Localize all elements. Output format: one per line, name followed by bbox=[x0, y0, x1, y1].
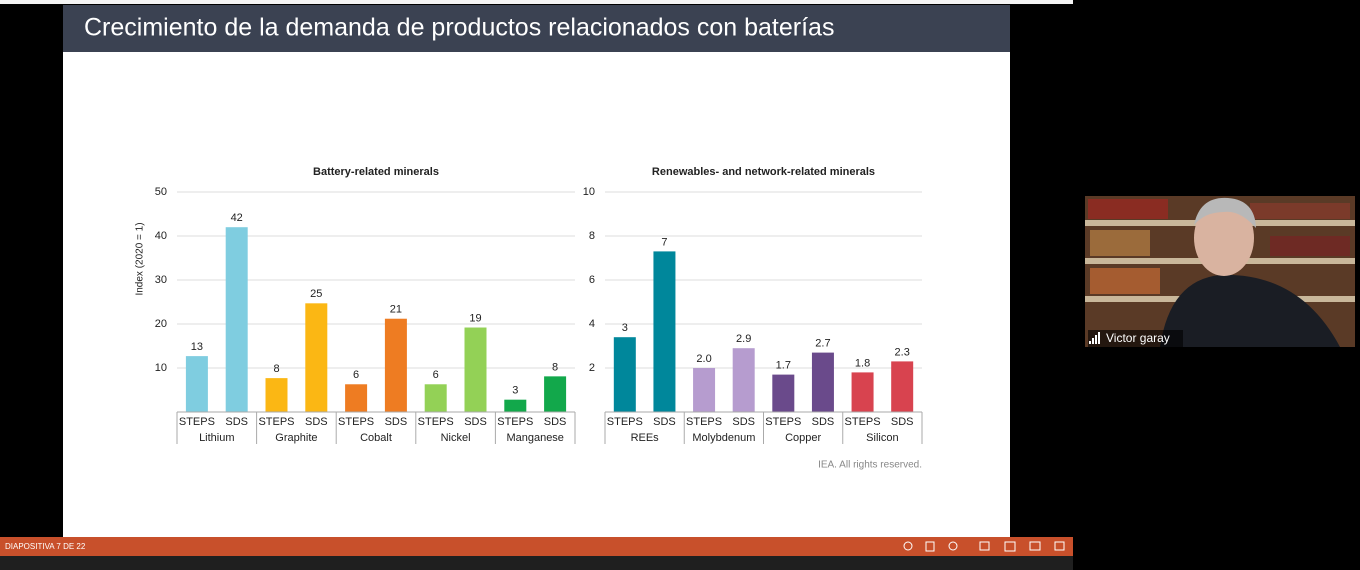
slide-title: Crecimiento de la demanda de productos r… bbox=[84, 14, 834, 42]
value-label: 8 bbox=[273, 363, 279, 375]
value-label: 2.9 bbox=[736, 333, 751, 345]
value-label: 2.7 bbox=[815, 338, 830, 350]
y-tick-label: 40 bbox=[155, 230, 167, 242]
top-strip bbox=[0, 0, 1073, 4]
y-axis-label: Index (2020 = 1) bbox=[135, 222, 146, 295]
x-tick-label: STEPS bbox=[686, 416, 722, 428]
value-label: 6 bbox=[433, 369, 439, 381]
value-label: 21 bbox=[390, 304, 402, 316]
bar bbox=[851, 372, 874, 412]
x-tick-label: STEPS bbox=[338, 416, 374, 428]
x-tick-label: STEPS bbox=[258, 416, 294, 428]
bar bbox=[305, 303, 328, 412]
bar bbox=[772, 374, 795, 412]
value-label: 19 bbox=[469, 312, 481, 324]
value-label: 1.7 bbox=[776, 360, 791, 372]
value-label: 2.3 bbox=[895, 346, 910, 358]
bar bbox=[693, 368, 716, 412]
status-bar bbox=[0, 537, 1073, 556]
x-tick-label: SDS bbox=[385, 416, 408, 428]
bar bbox=[653, 251, 676, 412]
group-label: Copper bbox=[785, 432, 821, 444]
y-tick-label: 30 bbox=[155, 274, 167, 286]
group-label: Manganese bbox=[506, 432, 564, 444]
value-label: 1.8 bbox=[855, 357, 870, 369]
x-tick-label: STEPS bbox=[607, 416, 643, 428]
slide bbox=[63, 5, 1010, 537]
source-note: IEA. All rights reserved. bbox=[818, 460, 922, 471]
bar bbox=[384, 318, 407, 412]
slide-title-bar bbox=[63, 5, 1010, 52]
group-label: Nickel bbox=[441, 432, 471, 444]
status-icons[interactable] bbox=[903, 541, 1065, 552]
x-tick-label: SDS bbox=[464, 416, 487, 428]
y-tick-label: 50 bbox=[155, 186, 167, 198]
x-tick-label: SDS bbox=[544, 416, 567, 428]
x-tick-label: SDS bbox=[891, 416, 914, 428]
bar bbox=[345, 384, 368, 412]
value-label: 7 bbox=[661, 236, 667, 248]
bar bbox=[613, 337, 636, 412]
value-label: 6 bbox=[353, 369, 359, 381]
participant-name: Victor garay bbox=[1106, 331, 1170, 345]
value-label: 8 bbox=[552, 361, 558, 373]
x-tick-label: SDS bbox=[812, 416, 835, 428]
y-tick-label: 10 bbox=[583, 186, 595, 198]
bar bbox=[811, 352, 834, 412]
group-label: Graphite bbox=[275, 432, 317, 444]
y-tick-label: 6 bbox=[589, 274, 595, 286]
y-tick-label: 10 bbox=[155, 362, 167, 374]
x-tick-label: SDS bbox=[225, 416, 248, 428]
bar bbox=[732, 348, 755, 412]
bar bbox=[185, 356, 208, 412]
y-tick-label: 20 bbox=[155, 318, 167, 330]
x-tick-label: STEPS bbox=[765, 416, 801, 428]
bar bbox=[504, 399, 527, 412]
x-tick-label: SDS bbox=[732, 416, 755, 428]
chart-title: Battery-related minerals bbox=[313, 166, 439, 178]
slide-counter: DIAPOSITIVA 7 DE 22 bbox=[5, 542, 86, 551]
x-tick-label: SDS bbox=[653, 416, 676, 428]
video-tile bbox=[1085, 196, 1355, 347]
value-label: 13 bbox=[191, 341, 203, 353]
group-label: REEs bbox=[631, 432, 660, 444]
x-tick-label: STEPS bbox=[845, 416, 881, 428]
group-label: Lithium bbox=[199, 432, 234, 444]
group-label: Silicon bbox=[866, 432, 898, 444]
x-tick-label: STEPS bbox=[497, 416, 533, 428]
value-label: 25 bbox=[310, 288, 322, 300]
y-tick-label: 4 bbox=[589, 318, 595, 330]
group-label: Molybdenum bbox=[692, 432, 755, 444]
group-label: Cobalt bbox=[360, 432, 392, 444]
x-tick-label: STEPS bbox=[418, 416, 454, 428]
value-label: 3 bbox=[512, 385, 518, 397]
x-tick-label: SDS bbox=[305, 416, 328, 428]
value-label: 2.0 bbox=[696, 353, 711, 365]
bar bbox=[464, 327, 487, 412]
bar bbox=[225, 227, 248, 412]
y-tick-label: 2 bbox=[589, 362, 595, 374]
bar bbox=[544, 376, 567, 412]
bar bbox=[265, 378, 288, 412]
bar bbox=[424, 384, 447, 412]
y-tick-label: 8 bbox=[589, 230, 595, 242]
x-tick-label: STEPS bbox=[179, 416, 215, 428]
taskbar bbox=[0, 556, 1073, 570]
bar bbox=[891, 361, 914, 412]
chart-title: Renewables- and network-related minerals bbox=[652, 166, 875, 178]
value-label: 42 bbox=[231, 212, 243, 224]
value-label: 3 bbox=[622, 322, 628, 334]
